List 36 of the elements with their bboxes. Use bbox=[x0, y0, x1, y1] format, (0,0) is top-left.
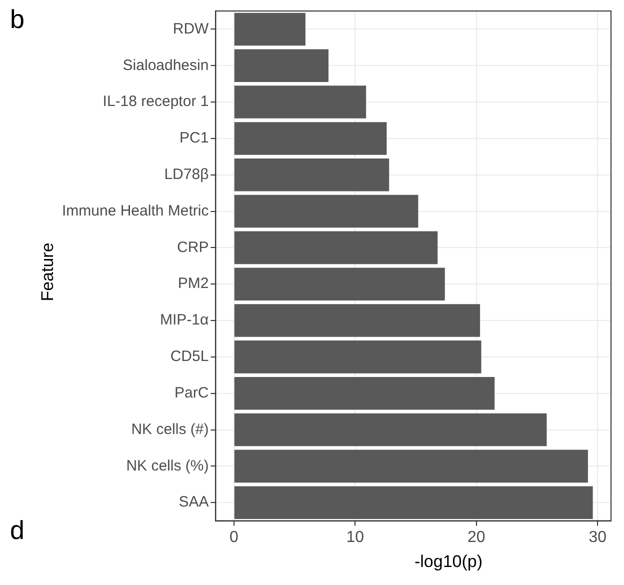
y-tick-label: NK cells (%) bbox=[126, 457, 209, 474]
bar bbox=[234, 86, 366, 118]
y-tick-label: MIP-1α bbox=[160, 312, 210, 329]
y-tick-label: Sialoadhesin bbox=[122, 56, 209, 74]
x-tick-label: 30 bbox=[588, 528, 607, 546]
bar bbox=[234, 376, 495, 410]
bar bbox=[234, 158, 390, 192]
y-tick-label: ParC bbox=[174, 384, 209, 402]
x-tick-label: 0 bbox=[229, 528, 238, 546]
bar bbox=[234, 12, 306, 46]
x-tick-label: 20 bbox=[468, 528, 486, 546]
text: b bbox=[10, 4, 24, 35]
bar bbox=[234, 268, 445, 300]
y-tick-label: PM2 bbox=[178, 275, 209, 292]
bar bbox=[234, 122, 387, 155]
y-tick-label: CD5L bbox=[170, 348, 209, 366]
bar bbox=[234, 231, 438, 264]
x-tick-label: 10 bbox=[346, 528, 364, 546]
bar bbox=[234, 49, 328, 82]
y-tick-label: NK cells (#) bbox=[131, 420, 209, 438]
y-tick-label: Immune Health Metric bbox=[62, 202, 210, 220]
y-tick-label: LD78β bbox=[164, 166, 210, 184]
y-tick-label: RDW bbox=[172, 20, 210, 38]
y-tick-label: IL-18 receptor 1 bbox=[102, 93, 209, 110]
y-tick-label: PC1 bbox=[180, 130, 209, 147]
text: d bbox=[10, 515, 24, 546]
y-tick-label: CRP bbox=[177, 238, 209, 256]
bar bbox=[234, 413, 547, 446]
bar bbox=[234, 486, 593, 519]
bar bbox=[234, 340, 482, 374]
bar bbox=[234, 304, 480, 337]
y-axis-title: Feature bbox=[38, 242, 58, 302]
bar bbox=[234, 194, 418, 228]
x-axis-title: -log10(p) bbox=[413, 552, 484, 572]
bar bbox=[234, 450, 588, 483]
y-tick-label: SAA bbox=[178, 494, 209, 511]
